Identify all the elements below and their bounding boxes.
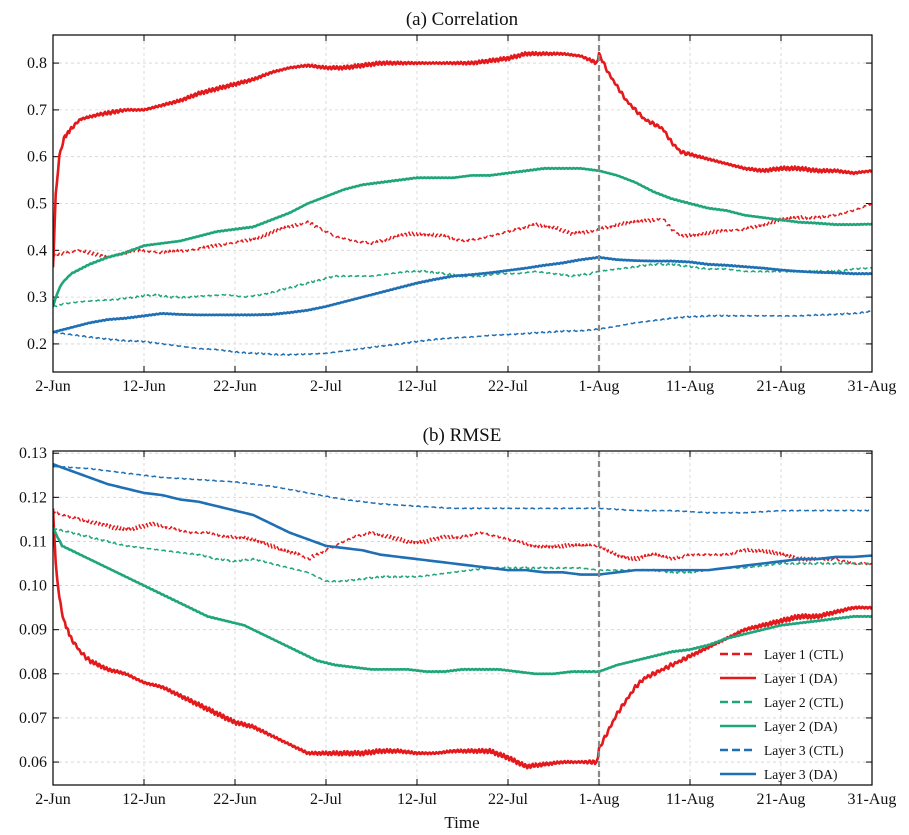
plot-frame (52, 34, 873, 373)
x-axis-label: Time (444, 813, 479, 832)
series-line-layer-3-ctl (53, 310, 872, 357)
series-line-layer-3-da (53, 463, 872, 576)
y-tick-label: 0.4 (27, 242, 47, 259)
x-tick-label: 12-Jun (122, 791, 166, 808)
series-group (53, 463, 872, 770)
legend-label: Layer 2 (DA) (764, 719, 837, 734)
legend-label: Layer 3 (CTL) (764, 743, 843, 758)
y-tick-label: 0.13 (19, 445, 47, 462)
legend: Layer 1 (CTL) Layer 1 (DA) Layer 2 (CTL) La… (720, 647, 843, 782)
legend-label: Layer 3 (DA) (764, 767, 837, 782)
rmse-panel: (b) RMSE 2-Jun 12-Jun 22-Jun 2-Jul 12-Jul 22-… (19, 425, 896, 808)
y-tick-label: 0.07 (19, 710, 47, 727)
rmse-title: (b) RMSE (423, 425, 502, 446)
legend-label: Layer 1 (CTL) (764, 647, 843, 662)
y-tick-label: 0.2 (27, 336, 47, 353)
x-tick-label: 12-Jul (397, 791, 438, 808)
x-tick-label: 2-Jun (35, 791, 71, 808)
x-tick-label: 2-Jul (310, 791, 343, 808)
x-tick-label: 22-Jul (488, 791, 529, 808)
x-tick-label: 1-Aug (579, 378, 620, 395)
series-line-layer-1-ctl (53, 202, 872, 259)
legend-label: Layer 2 (CTL) (764, 695, 843, 710)
grid (53, 35, 872, 372)
series-line-layer-3-da (53, 255, 872, 334)
y-tick-label: 0.3 (27, 289, 47, 306)
series-line-layer-2-da (53, 527, 872, 676)
x-tick-label: 21-Aug (757, 378, 806, 395)
y-tick-label: 0.06 (19, 754, 47, 771)
x-tick-label: 22-Jun (213, 791, 257, 808)
series-line-layer-1-ctl (53, 509, 872, 566)
y-tick-label: 0.5 (27, 196, 47, 213)
y-tick-label: 0.12 (19, 489, 47, 506)
series-line-layer-1-da (53, 508, 872, 770)
series-line-layer-2-da (53, 166, 872, 308)
series-line-layer-2-ctl (53, 262, 872, 308)
x-tick-label: 12-Jul (397, 378, 438, 395)
y-tick-label: 0.11 (20, 533, 47, 550)
legend-label: Layer 1 (DA) (764, 671, 837, 686)
series-group (53, 50, 872, 357)
plot-frame (52, 450, 873, 786)
x-tick-label: 1-Aug (579, 791, 620, 808)
x-tick-label: 22-Jul (488, 378, 529, 395)
series-line-layer-3-ctl (53, 465, 872, 514)
y-tick-label: 0.7 (27, 102, 47, 119)
x-tick-label: 31-Aug (848, 791, 897, 808)
x-tick-label: 12-Jun (122, 378, 166, 395)
series-line-layer-1-da (53, 50, 872, 268)
x-tick-label: 11-Aug (666, 791, 714, 808)
x-tick-label: 2-Jul (310, 378, 343, 395)
correlation-title: (a) Correlation (406, 9, 519, 30)
x-tick-label: 2-Jun (35, 378, 71, 395)
x-tick-label: 11-Aug (666, 378, 714, 395)
x-tick-label: 22-Jun (213, 378, 257, 395)
x-tick-label: 31-Aug (848, 378, 897, 395)
grid (53, 451, 872, 785)
y-tick-label: 0.8 (27, 55, 47, 72)
y-tick-label: 0.09 (19, 622, 47, 639)
correlation-panel: (a) Correlation 2-Jun 12-Jun 22-Jun 2-Jul 12… (27, 9, 896, 395)
x-tick-label: 21-Aug (757, 791, 806, 808)
y-tick-label: 0.6 (27, 149, 47, 166)
y-tick-label: 0.10 (19, 578, 47, 595)
y-tick-label: 0.08 (19, 666, 47, 683)
